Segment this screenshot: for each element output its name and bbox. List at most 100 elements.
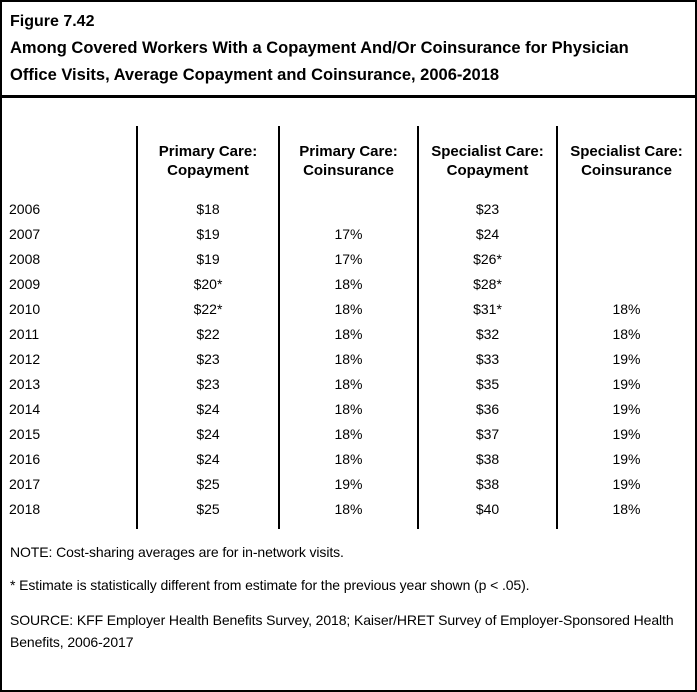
- value-cell: 18%: [556, 296, 695, 321]
- year-cell: 2018: [9, 500, 41, 517]
- year-cell: 2017: [9, 475, 41, 492]
- year-column-header: [2, 126, 137, 196]
- value-cell: [278, 196, 418, 221]
- value-cell: $24: [136, 396, 279, 421]
- header-line: Coinsurance: [303, 162, 394, 179]
- value-cell: 19%: [556, 421, 695, 446]
- value-cell: $36: [417, 396, 557, 421]
- value-cell: $25: [136, 496, 279, 521]
- value-cell: 19%: [556, 471, 695, 496]
- value-cell: $19: [136, 246, 279, 271]
- header-line: Primary Care:: [158, 143, 258, 160]
- value-cell: $35: [417, 371, 557, 396]
- value-cell: $23: [136, 371, 279, 396]
- value-cell: $32: [417, 321, 557, 346]
- table-row: 2015 $24 18% $37 19%: [2, 421, 695, 446]
- value-cell: $38: [417, 471, 557, 496]
- spacer-cell: [417, 521, 557, 529]
- col-header-specialist-copayment: Specialist Care: Copayment: [417, 126, 557, 196]
- figure-header: Figure 7.42 Among Covered Workers With a…: [2, 2, 695, 98]
- year-cell: 2007: [9, 225, 41, 242]
- value-cell: $38: [417, 446, 557, 471]
- year-cell: 2006: [9, 200, 41, 217]
- value-cell: $23: [136, 346, 279, 371]
- value-cell: $25: [136, 471, 279, 496]
- table-body: 2006 $18 $23 2007 $19 17% $24 2008 $19 1…: [2, 196, 695, 529]
- value-cell: 18%: [278, 271, 418, 296]
- year-cell: 2011: [9, 325, 40, 342]
- table-row: 2017 $25 19% $38 19%: [2, 471, 695, 496]
- value-cell: $31*: [417, 296, 557, 321]
- value-cell: $37: [417, 421, 557, 446]
- spacer-cell: [278, 521, 418, 529]
- asterisk-note: * Estimate is statistically different fr…: [10, 577, 530, 593]
- year-cell: 2012: [9, 350, 41, 367]
- year-cell: 2016: [9, 450, 41, 467]
- table-row: 2014 $24 18% $36 19%: [2, 396, 695, 421]
- year-cell: 2015: [9, 425, 41, 442]
- value-cell: 19%: [556, 346, 695, 371]
- value-cell: 18%: [278, 296, 418, 321]
- value-cell: 18%: [278, 446, 418, 471]
- source-text: SOURCE: KFF Employer Health Benefits Sur…: [10, 612, 674, 650]
- spacer-cell: [556, 521, 695, 529]
- col-header-primary-coinsurance: Primary Care: Coinsurance: [278, 126, 418, 196]
- header-line: Coinsurance: [581, 162, 672, 179]
- value-cell: $24: [417, 221, 557, 246]
- table-row: 2011 $22 18% $32 18%: [2, 321, 695, 346]
- year-cell: 2014: [9, 400, 41, 417]
- header-line: Copayment: [167, 162, 249, 179]
- figure-title: Among Covered Workers With a Copayment A…: [10, 39, 629, 84]
- table-area: Primary Care: Copayment Primary Care: Coin…: [2, 126, 695, 529]
- value-cell: $33: [417, 346, 557, 371]
- value-cell: [556, 271, 695, 296]
- table-row: 2009 $20* 18% $28*: [2, 271, 695, 296]
- figure-footnotes: NOTE: Cost-sharing averages are for in-n…: [2, 529, 695, 653]
- value-cell: 18%: [278, 421, 418, 446]
- table-row: 2012 $23 18% $33 19%: [2, 346, 695, 371]
- value-cell: 17%: [278, 221, 418, 246]
- value-cell: [556, 196, 695, 221]
- table-row: 2008 $19 17% $26*: [2, 246, 695, 271]
- header-line: Copayment: [446, 162, 529, 179]
- value-cell: 19%: [556, 371, 695, 396]
- value-cell: $22*: [136, 296, 279, 321]
- value-cell: $23: [417, 196, 557, 221]
- value-cell: $19: [136, 221, 279, 246]
- value-cell: 18%: [556, 321, 695, 346]
- table-row: 2013 $23 18% $35 19%: [2, 371, 695, 396]
- col-header-specialist-coinsurance: Specialist Care: Coinsurance: [556, 126, 695, 196]
- value-cell: $22: [136, 321, 279, 346]
- value-cell: $24: [136, 421, 279, 446]
- value-cell: 19%: [278, 471, 418, 496]
- spacer-cell: [136, 521, 279, 529]
- value-cell: 18%: [278, 321, 418, 346]
- year-cell: 2010: [9, 300, 41, 317]
- table-header: Primary Care: Copayment Primary Care: Coin…: [2, 126, 695, 196]
- value-cell: $40: [417, 496, 557, 521]
- table-spacer-row: [2, 521, 695, 529]
- header-line: Specialist Care:: [431, 143, 544, 160]
- figure-number: Figure 7.42: [10, 13, 95, 30]
- value-cell: 18%: [278, 371, 418, 396]
- table-row: 2018 $25 18% $40 18%: [2, 496, 695, 521]
- value-cell: 17%: [278, 246, 418, 271]
- value-cell: [556, 221, 695, 246]
- value-cell: 18%: [278, 496, 418, 521]
- value-cell: [556, 246, 695, 271]
- header-line: Primary Care:: [299, 143, 398, 160]
- value-cell: $18: [136, 196, 279, 221]
- value-cell: $20*: [136, 271, 279, 296]
- year-cell: 2008: [9, 250, 41, 267]
- spacer-cell: [2, 521, 137, 529]
- year-cell: 2013: [9, 375, 41, 392]
- value-cell: 18%: [278, 346, 418, 371]
- table-row: 2010 $22* 18% $31* 18%: [2, 296, 695, 321]
- value-cell: $24: [136, 446, 279, 471]
- value-cell: 19%: [556, 396, 695, 421]
- note-text: NOTE: Cost-sharing averages are for in-n…: [10, 544, 344, 560]
- table-row: 2016 $24 18% $38 19%: [2, 446, 695, 471]
- col-header-primary-copayment: Primary Care: Copayment: [136, 126, 279, 196]
- value-cell: $26*: [417, 246, 557, 271]
